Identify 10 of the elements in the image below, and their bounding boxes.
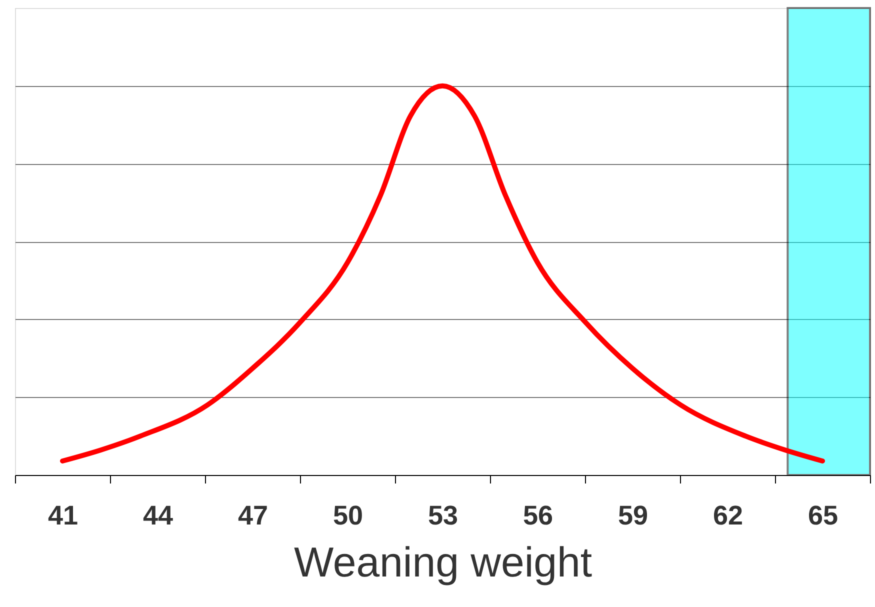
x-tick-label: 65 bbox=[808, 500, 838, 530]
x-tick-label: 41 bbox=[48, 500, 78, 530]
x-tick-label: 59 bbox=[618, 500, 648, 530]
x-tick-label: 53 bbox=[428, 500, 458, 530]
x-axis-title: Weaning weight bbox=[294, 538, 592, 586]
x-tick-label: 56 bbox=[522, 500, 554, 530]
x-tick-label: 62 bbox=[712, 500, 744, 530]
x-tick-label: 50 bbox=[332, 500, 364, 530]
x-tick-label: 47 bbox=[238, 500, 268, 530]
x-tick-label: 44 bbox=[142, 500, 174, 530]
